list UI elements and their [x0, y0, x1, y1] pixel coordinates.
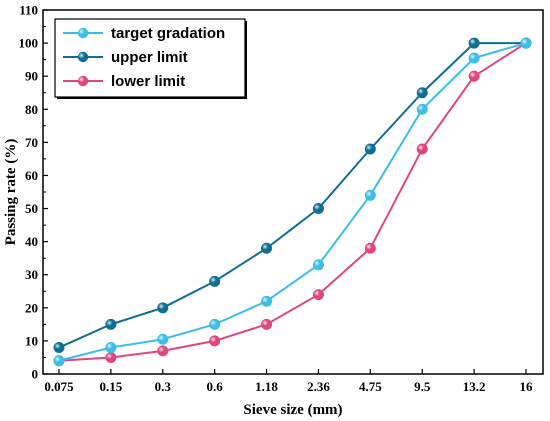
- series-line-1: [58, 42, 527, 362]
- data-point: [209, 275, 221, 287]
- x-tick-label: 0.6: [207, 379, 224, 394]
- data-point: [105, 318, 117, 330]
- data-point: [520, 37, 532, 49]
- y-tick-label: 40: [25, 234, 38, 249]
- y-axis-title: Passing rate (%): [3, 139, 19, 246]
- y-tick-label: 60: [25, 168, 38, 183]
- data-point: [157, 333, 169, 345]
- data-point: [364, 189, 376, 201]
- x-tick-label: 16: [520, 379, 534, 394]
- x-tick-label: 0.075: [44, 379, 74, 394]
- data-point: [261, 318, 273, 330]
- data-point-highlight: [365, 243, 376, 254]
- data-point: [364, 143, 376, 155]
- y-tick-label: 30: [25, 267, 38, 282]
- data-point: [209, 335, 221, 347]
- data-point: [261, 242, 273, 254]
- x-tick-label: 0.3: [155, 379, 172, 394]
- data-point-highlight: [209, 319, 220, 330]
- data-point: [157, 345, 169, 357]
- data-point: [468, 52, 480, 64]
- x-tick-label: 13.2: [463, 379, 486, 394]
- data-point: [157, 302, 169, 314]
- y-tick-label: 110: [19, 3, 38, 18]
- legend-label: target gradation: [111, 25, 225, 42]
- plot-area: [53, 37, 532, 367]
- series-line-3: [58, 42, 527, 362]
- data-point-highlight: [417, 143, 428, 155]
- data-point-highlight: [468, 37, 480, 49]
- legend: target gradation upper limit lower limit: [54, 18, 247, 99]
- data-point-highlight: [365, 143, 376, 155]
- data-point: [53, 342, 65, 354]
- data-point-highlight: [53, 342, 65, 353]
- data-point-highlight: [209, 276, 220, 287]
- data-point: [416, 143, 428, 155]
- data-point-highlight: [53, 355, 65, 366]
- data-point-highlight: [261, 319, 272, 330]
- y-tick-label: 20: [25, 300, 38, 315]
- x-tick-label: 1.18: [255, 379, 278, 394]
- data-point-highlight: [157, 302, 168, 314]
- data-point-highlight: [468, 70, 480, 82]
- axes: 0 10 20 30 40 50 60 70 80 90 100 110 0.075 0.15 0.3 0.6…: [19, 3, 544, 394]
- data-point-highlight: [105, 342, 117, 353]
- data-point: [209, 318, 221, 330]
- data-point: [105, 342, 117, 354]
- data-point: [312, 289, 324, 301]
- data-point: [468, 70, 480, 82]
- data-point-highlight: [105, 352, 117, 363]
- y-tick-label: 50: [25, 201, 38, 216]
- x-tick-label: 0.15: [100, 379, 123, 394]
- data-point-highlight: [261, 296, 272, 307]
- data-point-highlight: [157, 334, 168, 345]
- data-point-highlight: [417, 87, 428, 98]
- data-point-highlight: [313, 289, 324, 300]
- data-point-highlight: [157, 345, 168, 357]
- legend-label: lower limit: [111, 73, 185, 90]
- data-point-highlight: [365, 190, 376, 201]
- y-tick-label: 100: [19, 36, 39, 51]
- y-tick-label: 10: [25, 333, 38, 348]
- x-axis-title: Sieve size (mm): [243, 402, 342, 418]
- legend-label: upper limit: [111, 49, 188, 66]
- x-tick-label: 4.75: [359, 379, 382, 394]
- data-point-highlight: [468, 52, 480, 64]
- legend-swatch-highlight: [77, 51, 89, 63]
- data-point-highlight: [313, 259, 324, 270]
- data-point-highlight: [520, 37, 532, 49]
- data-point: [468, 37, 480, 49]
- y-tick-label: 90: [25, 69, 38, 84]
- data-point-highlight: [261, 243, 272, 254]
- y-tick-label: 0: [32, 367, 39, 382]
- data-point-highlight: [417, 104, 428, 115]
- legend-swatch-highlight: [77, 27, 89, 39]
- y-tick-label: 70: [25, 135, 38, 150]
- data-point: [312, 259, 324, 271]
- data-point-highlight: [313, 203, 324, 214]
- data-point: [364, 242, 376, 254]
- data-point: [261, 295, 273, 307]
- data-point: [105, 351, 117, 363]
- data-point-highlight: [105, 319, 117, 330]
- data-point: [53, 355, 65, 367]
- data-point: [416, 103, 428, 115]
- x-tick-label: 2.36: [307, 379, 330, 394]
- data-point: [416, 87, 428, 99]
- data-point-highlight: [209, 335, 220, 347]
- data-point: [312, 203, 324, 215]
- legend-swatch-highlight: [77, 75, 89, 87]
- y-tick-label: 80: [25, 102, 38, 117]
- series-line-2: [58, 42, 526, 349]
- x-tick-label: 9.5: [414, 379, 431, 394]
